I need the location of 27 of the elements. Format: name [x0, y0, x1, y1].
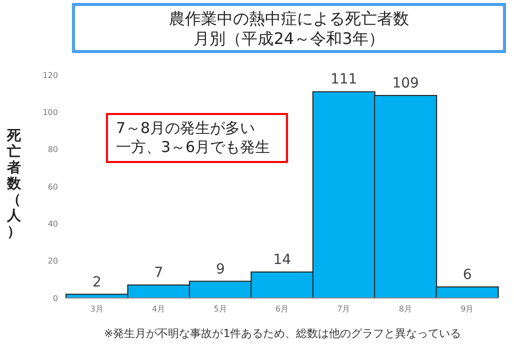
y-axis-title: 死亡者数（人） — [6, 128, 22, 240]
x-tick-label: 9月 — [460, 304, 474, 314]
data-label: 111 — [330, 72, 358, 88]
x-tick-label: 7月 — [337, 304, 350, 314]
x-tick-label: 6月 — [275, 304, 289, 314]
x-tick-label: 5月 — [214, 304, 227, 314]
annotation: 7～8月の発生が多い — [116, 119, 256, 138]
y-tick-label: 40 — [48, 220, 58, 229]
annotation: 一方、3～6月でも発生 — [116, 138, 272, 157]
y-tick-label: 100 — [42, 108, 58, 118]
data-label: 14 — [273, 252, 292, 268]
data-label: 9 — [216, 261, 225, 278]
chart-subtitle: 月別（平成24～令和3年） — [192, 29, 386, 49]
x-tick-label: 3月 — [90, 304, 104, 314]
y-tick-label: 120 — [42, 70, 58, 80]
y-tick-label: 60 — [48, 182, 58, 192]
data-label: 6 — [462, 266, 472, 283]
x-tick-label: 4月 — [152, 304, 166, 314]
chart-title: 農作業中の熱中症による死亡者数 — [168, 9, 410, 29]
data-label: 7 — [154, 264, 164, 281]
y-tick-label: 80 — [48, 145, 58, 154]
data-label: 2 — [92, 274, 102, 290]
data-label: 109 — [392, 75, 419, 92]
y-tick-label: 0 — [52, 294, 58, 303]
y-tick-label: 20 — [48, 256, 58, 266]
x-tick-label: 8月 — [398, 304, 412, 314]
text: ※発生月が不明な事故が1件あるため、総数は他のグラフと異なっている — [104, 326, 462, 341]
